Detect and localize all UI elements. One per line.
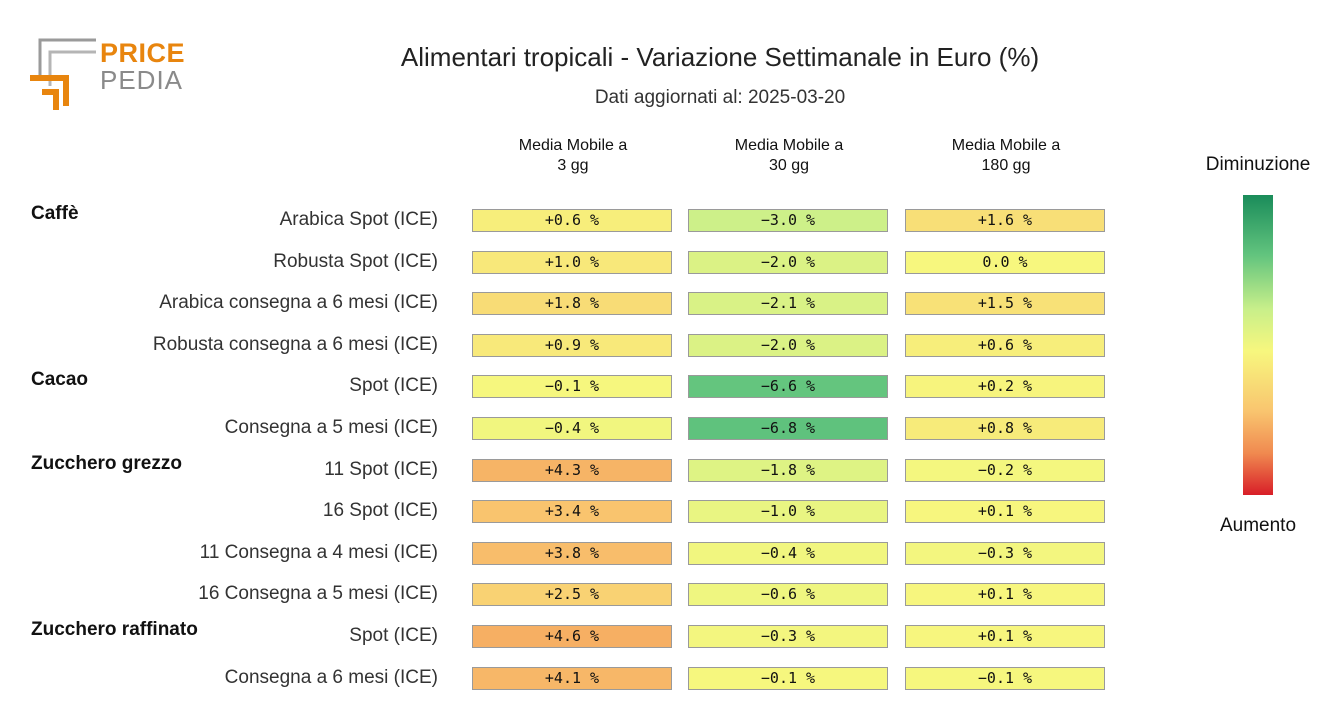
column-header-2: Media Mobile a 30 gg <box>734 137 844 174</box>
color-scale-bar <box>1243 195 1273 495</box>
heatmap-cell: −2.1 % <box>688 292 888 316</box>
legend-top-label: Diminuzione <box>1205 154 1311 175</box>
group-label-4: Zucchero raffinato <box>31 619 198 640</box>
heatmap-cell: +0.6 % <box>905 333 1105 357</box>
heatmap-cell: +0.2 % <box>905 375 1105 399</box>
heatmap-cell: +2.5 % <box>472 583 672 607</box>
heatmap-cell: −0.2 % <box>905 458 1105 482</box>
heatmap-cell: +1.8 % <box>472 292 672 316</box>
heatmap-cell: −1.0 % <box>688 500 888 524</box>
heatmap-cell: +4.1 % <box>472 666 672 690</box>
heatmap-cell: +0.1 % <box>905 500 1105 524</box>
chart-title: Alimentari tropicali - Variazione Settim… <box>400 42 1040 72</box>
heatmap-cell: −1.8 % <box>688 458 888 482</box>
row-label: Robusta Spot (ICE) <box>273 250 438 272</box>
heatmap-cell: +1.0 % <box>472 250 672 274</box>
heatmap-cell: −6.8 % <box>688 417 888 440</box>
heatmap-cell: +1.5 % <box>905 292 1105 316</box>
heatmap-cell: +0.1 % <box>905 583 1105 607</box>
heatmap-cell: −6.6 % <box>688 375 888 399</box>
heatmap-cell: −0.1 % <box>905 666 1105 690</box>
heatmap-cell: +0.9 % <box>472 333 672 357</box>
logo-price-text: PRICE <box>100 38 186 68</box>
row-label: Spot (ICE) <box>349 625 438 646</box>
row-label: 11 Consegna a 4 mesi (ICE) <box>199 541 438 563</box>
heatmap-cell: +0.1 % <box>905 625 1105 648</box>
group-label-3: Zucchero grezzo <box>31 452 182 474</box>
row-label: 16 Consegna a 5 mesi (ICE) <box>198 583 438 605</box>
heatmap-cell: −3.0 % <box>688 209 888 232</box>
row-label: Consegna a 6 mesi (ICE) <box>224 666 438 688</box>
heatmap-cell: +0.6 % <box>472 209 672 232</box>
legend-bottom-label: Aumento <box>1219 515 1297 536</box>
group-label-2: Cacao <box>31 369 89 391</box>
heatmap-cell: −0.1 % <box>472 375 672 399</box>
row-label: Arabica consegna a 6 mesi (ICE) <box>159 292 438 314</box>
heatmap-cell: −0.6 % <box>688 583 888 607</box>
row-label: Spot (ICE) <box>349 375 438 397</box>
heatmap-cell: −0.4 % <box>472 417 672 440</box>
heatmap-cell: −2.0 % <box>688 250 888 274</box>
heatmap-cell: +3.8 % <box>472 541 672 565</box>
heatmap-cell: +1.6 % <box>905 209 1105 232</box>
heatmap-cell: −0.3 % <box>688 625 888 648</box>
heatmap-cell: 0.0 % <box>905 250 1105 274</box>
heatmap-cell: +0.8 % <box>905 417 1105 440</box>
heatmap-cell: −2.0 % <box>688 333 888 357</box>
row-label: 16 Spot (ICE) <box>322 500 438 522</box>
pricepedia-logo-mark <box>30 38 96 110</box>
group-label-1: Caffè <box>31 203 79 224</box>
column-header-3: Media Mobile a 180 gg <box>951 137 1061 174</box>
heatmap-cell: −0.1 % <box>688 666 888 690</box>
heatmap-cell: −0.4 % <box>688 541 888 565</box>
chart-subtitle: Dati aggiornati al: 2025-03-20 <box>594 87 846 108</box>
column-header-1: Media Mobile a 3 gg <box>518 137 628 174</box>
heatmap-cell: +4.3 % <box>472 458 672 482</box>
row-label: Arabica Spot (ICE) <box>279 209 438 230</box>
heatmap-cell: −0.3 % <box>905 541 1105 565</box>
logo-pedia-text: PEDIA <box>100 65 184 95</box>
row-label: 11 Spot (ICE) <box>324 458 438 480</box>
row-label: Consegna a 5 mesi (ICE) <box>224 417 438 438</box>
heatmap-cell: +3.4 % <box>472 500 672 524</box>
heatmap-cell: +4.6 % <box>472 625 672 648</box>
pricepedia-logo: PRICE PEDIA <box>28 36 198 112</box>
row-label: Robusta consegna a 6 mesi (ICE) <box>152 333 438 355</box>
